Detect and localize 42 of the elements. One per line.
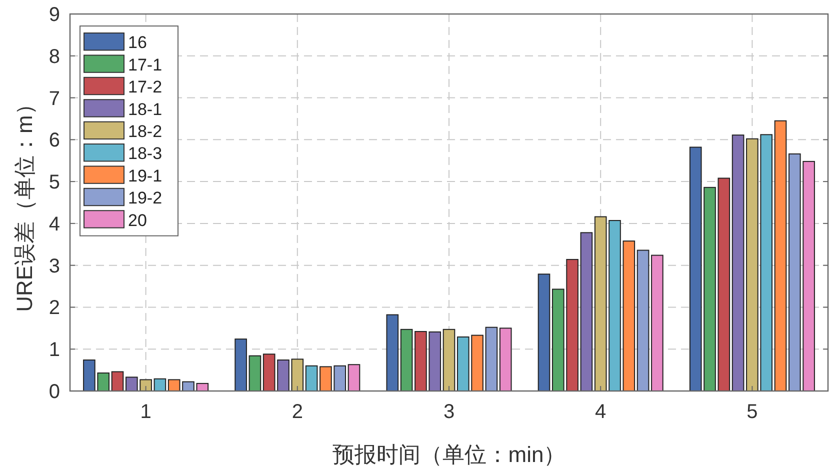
x-axis-title: 预报时间（单位：min） xyxy=(332,442,566,467)
bar xyxy=(580,232,593,392)
bar xyxy=(732,134,744,392)
bar xyxy=(485,326,498,392)
bar xyxy=(442,328,456,392)
legend-label: 19-2 xyxy=(128,188,162,208)
x-tick-label: 2 xyxy=(292,401,303,423)
x-tick-label: 1 xyxy=(140,401,152,423)
y-tick-label: 3 xyxy=(48,255,60,278)
bar xyxy=(386,314,399,392)
y-tick-label: 9 xyxy=(48,4,60,26)
bar xyxy=(348,364,360,392)
x-tick-label: 4 xyxy=(595,401,606,423)
y-axis-title: URE误差（单位：m） xyxy=(12,93,37,312)
legend-label: 18-1 xyxy=(128,100,162,119)
y-tick-label: 8 xyxy=(48,46,60,68)
y-tick-label: 4 xyxy=(48,213,60,236)
bar xyxy=(111,371,124,392)
legend-label: 18-3 xyxy=(128,144,162,164)
bar xyxy=(538,274,550,392)
bar xyxy=(305,365,318,392)
legend-label: 17-2 xyxy=(128,78,162,97)
bar xyxy=(499,328,512,392)
y-tick-label: 7 xyxy=(48,88,60,110)
y-tick-label: 5 xyxy=(48,172,60,194)
bar xyxy=(248,355,262,392)
y-tick-label: 2 xyxy=(48,297,60,320)
x-tick-label: 3 xyxy=(443,401,455,423)
legend-label: 19-1 xyxy=(128,166,162,186)
y-tick-label: 6 xyxy=(48,130,60,152)
bar xyxy=(234,338,247,392)
legend-label: 16 xyxy=(128,33,147,52)
legend-label: 18-2 xyxy=(128,122,162,141)
bar xyxy=(400,328,413,392)
legend-label: 20 xyxy=(128,210,147,230)
bar xyxy=(774,120,787,392)
y-tick-label: 1 xyxy=(48,339,60,362)
bar xyxy=(651,254,664,392)
y-tick-label: 0 xyxy=(48,381,60,403)
x-tick-label: 5 xyxy=(746,401,758,423)
bar xyxy=(636,250,650,392)
legend-label: 17-1 xyxy=(128,55,162,74)
